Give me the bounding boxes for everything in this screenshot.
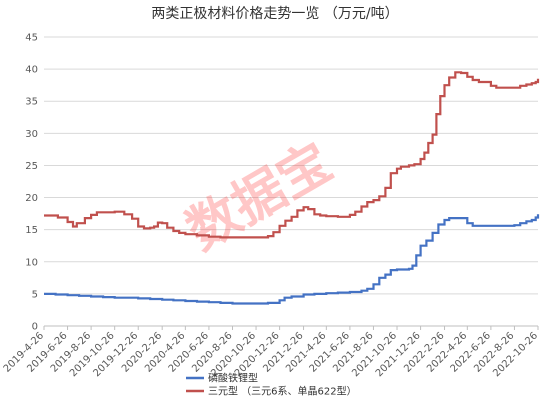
y-tick-label: 35 <box>25 97 38 108</box>
y-tick-label: 30 <box>25 129 38 140</box>
chart-title: 两类正极材料价格走势一览 （万元/吨） <box>151 6 398 22</box>
y-tick-label: 10 <box>25 257 38 268</box>
y-tick-label: 45 <box>25 33 38 44</box>
grid-lines <box>44 36 538 327</box>
y-tick-label: 0 <box>32 322 38 333</box>
y-tick-label: 5 <box>32 289 38 300</box>
y-tick-label: 40 <box>25 65 38 76</box>
series-line-ncm <box>44 71 540 239</box>
legend-label: 磷酸铁锂型 <box>208 372 258 385</box>
y-tick-label: 20 <box>25 193 38 204</box>
watermark-text: 数据宝 <box>177 132 342 262</box>
y-tick-label: 25 <box>25 161 38 172</box>
series-line-lfp <box>44 214 540 305</box>
series-lines <box>44 71 540 305</box>
y-tick-label: 15 <box>25 225 38 236</box>
watermark: 数据宝 <box>177 132 342 262</box>
legend-label: 三元型 （三元6系、单晶622型） <box>208 385 357 398</box>
